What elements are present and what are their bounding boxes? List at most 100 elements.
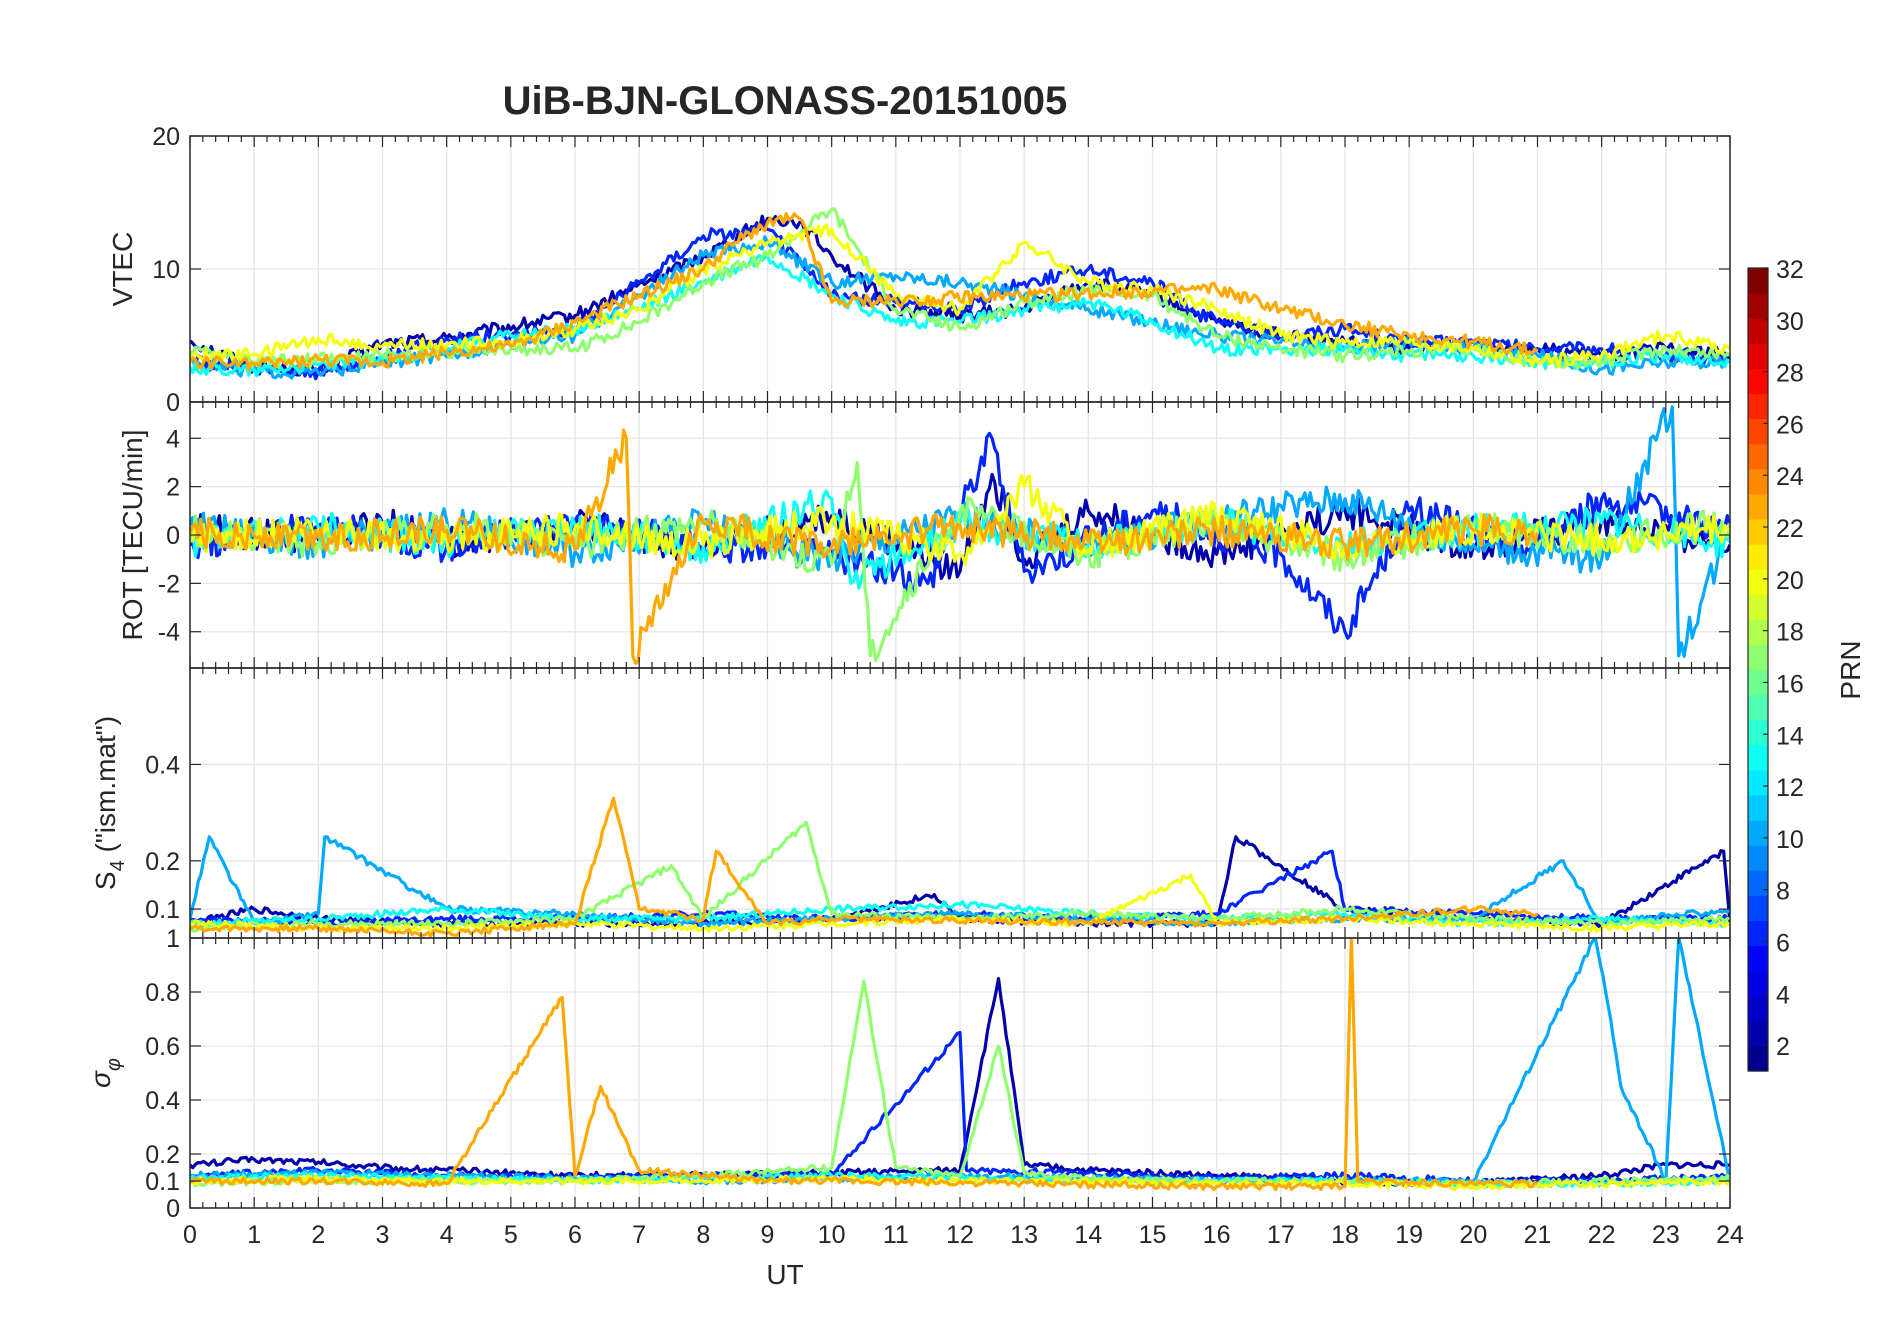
x-tick-label: 8 [696,1221,710,1249]
y-tick-label: 0.4 [145,1087,180,1115]
colorbar-step [1748,744,1768,771]
y-tick-label: 0.8 [145,979,180,1007]
colorbar-tick-label: 24 [1776,463,1804,491]
x-tick-label: 16 [1203,1221,1231,1249]
series-prn-23 [190,796,1539,938]
x-tick-label: 7 [632,1221,646,1249]
y-tick-label: 0.4 [145,751,180,779]
y-tick-label: 0.2 [145,848,180,876]
colorbar-step [1748,443,1768,470]
series-prn-17 [190,460,1730,663]
colorbar-step [1748,694,1768,721]
x-tick-label: 5 [504,1221,518,1249]
colorbar-step [1748,493,1768,520]
y-tick-label: 4 [166,425,180,453]
x-tick-label: 10 [818,1221,846,1249]
colorbar-step [1748,468,1768,495]
colorbar-tick-label: 6 [1776,929,1790,957]
colorbar-step [1748,719,1768,746]
x-tick-label: 14 [1074,1221,1102,1249]
colorbar-step [1748,619,1768,645]
series-prn-23 [190,428,1540,665]
colorbar-step [1748,418,1768,445]
x-tick-label: 1 [247,1221,261,1249]
y-axis-label: ROT [TECU/min] [117,429,148,640]
y-tick-label: 0.1 [145,896,180,924]
colorbar-step [1748,268,1768,294]
y-axis-label: VTEC [107,232,138,307]
colorbar-tick-label: 22 [1776,515,1804,543]
y-tick-label: 2 [166,474,180,502]
colorbar-step [1748,895,1768,922]
x-tick-label: 23 [1652,1221,1680,1249]
x-tick-label: 3 [376,1221,390,1249]
panel-sigma_phi: 00.10.20.40.60.810 1 2 3 4 5 6 7 8 9 10 11 12 13 14 15 1… [85,925,1744,1249]
x-tick-label: 13 [1010,1221,1038,1249]
panel-S4: 0.1 0.2 0.4 S4 ("ism.mat") [90,667,1731,939]
colorbar-tick-label: 26 [1776,411,1804,439]
colorbar-step [1748,293,1768,319]
x-tick-label: 24 [1716,1221,1744,1249]
y-tick-label: 20 [152,123,180,151]
colorbar-step [1748,769,1768,796]
colorbar-tick-label: 30 [1776,308,1804,336]
colorbar-step [1748,870,1768,896]
colorbar-step [1748,1045,1768,1072]
colorbar-tick-label: 18 [1776,619,1804,647]
panel-ROT: -4 -2 0 2 4 ROT [TECU/min] [117,401,1731,669]
x-tick-label: 6 [568,1221,582,1249]
colorbar-step [1748,569,1768,595]
x-tick-label: 21 [1524,1221,1552,1249]
colorbar-tick-label: 20 [1776,567,1804,595]
x-tick-label: 19 [1395,1221,1423,1249]
y-tick-label: 0.2 [145,1141,180,1169]
y-tick-label: 1 [166,925,180,953]
chart-title: UiB-BJN-GLONASS-20151005 [503,79,1068,123]
x-tick-label: 22 [1588,1221,1616,1249]
colorbar-step [1748,920,1768,947]
y-axis-label: σφ [85,1058,125,1088]
x-tick-label: 11 [883,1221,909,1249]
colorbar-step [1748,594,1768,620]
colorbar-step [1748,794,1768,821]
colorbar-tick-label: 12 [1776,774,1804,802]
colorbar-step [1748,544,1768,570]
colorbar-tick-label: 14 [1776,722,1804,750]
y-axis-label: S4 ("ism.mat") [90,716,129,890]
y-tick-label: 10 [152,256,180,284]
colorbar-step [1748,644,1768,671]
colorbar-tick-label: 8 [1776,878,1790,906]
colorbar-tick-label: 16 [1776,670,1804,698]
colorbar-step [1748,845,1768,871]
series-prn-20 [190,474,1730,566]
colorbar-tick-label: 4 [1776,981,1790,1009]
y-tick-label: 0 [166,389,180,417]
series-group [190,405,1730,665]
colorbar-tick-label: 28 [1776,360,1804,388]
colorbar-tick-label: 2 [1776,1033,1790,1061]
x-tick-label: 17 [1267,1221,1295,1249]
y-tick-label: 0 [166,522,180,550]
colorbar-step [1748,393,1768,420]
series-prn-23 [190,938,1539,1192]
colorbar-step [1748,318,1768,344]
y-tick-label: -2 [158,570,180,598]
y-tick-label: 0 [166,1195,180,1223]
y-tick-label: 0.1 [145,1168,180,1196]
y-tick-label: -4 [158,619,180,647]
colorbar-tick-label: 32 [1776,256,1804,284]
series-group [190,938,1730,1192]
series-group [190,207,1730,381]
colorbar-label: PRN [1835,640,1866,699]
colorbar-box [1747,267,1769,1072]
colorbar-step [1748,368,1768,395]
colorbar-step [1748,343,1768,369]
series-prn-23 [190,212,1539,372]
series-prn-13 [190,253,1730,378]
colorbar-step [1748,995,1768,1022]
colorbar-step [1748,945,1768,972]
x-tick-label: 0 [183,1221,197,1249]
x-tick-label: 9 [761,1221,775,1249]
